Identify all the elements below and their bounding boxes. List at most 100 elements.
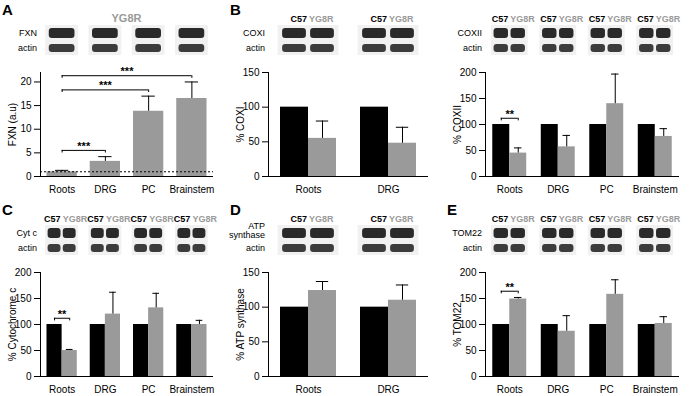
svg-text:DRG: DRG [94,384,116,395]
svg-text:DRG: DRG [94,184,116,195]
svg-text:C57: C57 [174,214,191,224]
svg-text:YG8R: YG8R [309,14,334,24]
svg-text:actin: actin [463,43,482,53]
svg-text:Cyt c: Cyt c [16,228,37,238]
svg-text:DRG: DRG [377,384,399,395]
svg-text:% ATP synthase: % ATP synthase [235,288,246,361]
svg-text:YG8R: YG8R [112,12,142,24]
svg-text:C57: C57 [44,214,61,224]
svg-text:YG8R: YG8R [510,14,535,24]
svg-text:YG8R: YG8R [63,214,88,224]
svg-text:% COXII: % COXII [452,105,463,144]
svg-text:FXN (a.u): FXN (a.u) [7,103,18,146]
svg-text:C57: C57 [87,214,104,224]
svg-text:C57: C57 [492,214,509,224]
svg-text:C57: C57 [290,214,307,224]
svg-text:Roots: Roots [295,184,321,195]
svg-text:YG8R: YG8R [389,14,414,24]
svg-text:200: 200 [460,67,477,78]
svg-text:**: ** [58,308,67,320]
svg-text:200: 200 [460,267,477,278]
svg-text:***: *** [99,79,113,91]
svg-text:YG8R: YG8R [510,214,535,224]
svg-text:B: B [230,1,241,18]
svg-text:C57: C57 [131,214,148,224]
svg-text:150: 150 [460,93,477,104]
svg-text:YG8R: YG8R [607,214,632,224]
svg-text:actin: actin [18,243,37,253]
svg-text:10: 10 [20,123,32,134]
svg-text:50: 50 [465,345,477,356]
svg-text:50: 50 [465,145,477,156]
svg-text:0: 0 [26,371,32,382]
svg-text:DRG: DRG [547,184,569,195]
svg-text:actin: actin [246,43,265,53]
svg-text:0: 0 [26,171,32,182]
svg-text:Roots: Roots [497,184,523,195]
svg-text:50: 50 [20,345,32,356]
svg-text:YG8R: YG8R [309,214,334,224]
svg-text:Roots: Roots [497,384,523,395]
svg-text:Brainstem: Brainstem [633,184,678,195]
svg-text:150: 150 [243,267,260,278]
svg-text:Roots: Roots [49,184,75,195]
svg-text:YG8R: YG8R [106,214,131,224]
svg-text:PC: PC [142,184,156,195]
svg-text:**: ** [505,108,514,120]
svg-text:YG8R: YG8R [559,214,584,224]
svg-text:C57: C57 [540,14,557,24]
svg-text:YG8R: YG8R [656,14,681,24]
svg-text:15: 15 [20,100,32,111]
svg-text:C57: C57 [370,14,387,24]
svg-text:PC: PC [600,184,614,195]
svg-text:FXN: FXN [19,28,37,38]
svg-text:0: 0 [471,371,477,382]
svg-text:COXI: COXI [243,28,265,38]
svg-text:C57: C57 [589,214,606,224]
svg-text:C57: C57 [370,214,387,224]
svg-text:YG8R: YG8R [389,214,414,224]
svg-text:% COXI: % COXI [235,106,246,142]
svg-text:% Cytochrome c: % Cytochrome c [7,288,18,361]
svg-text:DRG: DRG [377,184,399,195]
svg-text:200: 200 [15,267,32,278]
svg-text:A: A [2,1,13,18]
svg-text:YG8R: YG8R [559,14,584,24]
svg-text:% TOM22: % TOM22 [452,302,463,347]
svg-text:actin: actin [246,243,265,253]
svg-text:YG8R: YG8R [192,214,217,224]
svg-text:0: 0 [254,171,260,182]
svg-text:5: 5 [26,147,32,158]
svg-text:Brainstem: Brainstem [169,384,214,395]
svg-text:0: 0 [254,371,260,382]
svg-text:150: 150 [243,67,260,78]
svg-text:20: 20 [20,76,32,87]
svg-text:50: 50 [248,136,260,147]
svg-text:PC: PC [600,384,614,395]
svg-text:E: E [447,201,457,218]
svg-text:Roots: Roots [295,384,321,395]
svg-text:C57: C57 [637,214,654,224]
svg-text:actin: actin [463,243,482,253]
svg-text:Roots: Roots [49,384,75,395]
svg-text:YG8R: YG8R [149,214,174,224]
svg-text:C57: C57 [540,214,557,224]
svg-text:TOM22: TOM22 [452,228,482,238]
svg-text:actin: actin [18,43,37,53]
svg-text:C: C [2,201,13,218]
svg-text:Brainstem: Brainstem [169,184,214,195]
svg-text:50: 50 [248,336,260,347]
svg-text:0: 0 [471,171,477,182]
svg-text:PC: PC [142,384,156,395]
svg-text:***: *** [77,140,91,152]
svg-text:YG8R: YG8R [607,14,632,24]
svg-text:Brainstem: Brainstem [633,384,678,395]
svg-text:YG8R: YG8R [656,214,681,224]
svg-text:ATPsynthase: ATPsynthase [229,221,265,240]
svg-text:150: 150 [460,293,477,304]
svg-text:DRG: DRG [547,384,569,395]
svg-text:COXII: COXII [457,28,482,38]
svg-text:**: ** [505,281,514,293]
svg-text:C57: C57 [290,14,307,24]
svg-text:D: D [230,201,241,218]
